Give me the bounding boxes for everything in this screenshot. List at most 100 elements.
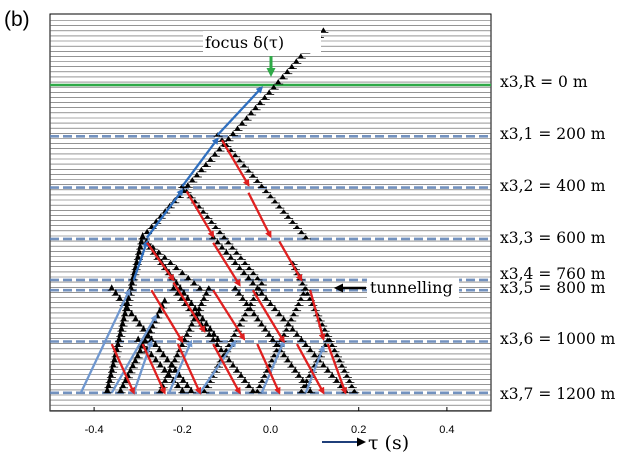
trace-wiggle (288, 317, 295, 321)
x-axis-label: τ (s) (368, 432, 409, 454)
trace-wiggle (136, 247, 143, 255)
trace-wiggle (292, 367, 299, 373)
downgoing-arrow-icon (212, 289, 246, 341)
trace-wiggle (269, 336, 276, 342)
trace-wiggle (189, 177, 196, 183)
downgoing-arrow-icon (251, 289, 285, 344)
upgoing-arrow-icon (132, 239, 149, 281)
trace-wiggle (167, 367, 173, 373)
depth-labels: x3,R = 0 m x3,1 = 200 m x3,2 = 400 m x3,3 =… (500, 73, 616, 403)
trace-wiggle (295, 372, 302, 378)
trace-wiggle (276, 204, 283, 209)
trace-wiggle (161, 297, 168, 303)
trace-wiggle (156, 307, 163, 313)
trace-wiggle (156, 345, 163, 352)
trace-wiggle (348, 383, 355, 388)
tunnelling-label: tunnelling (370, 278, 453, 297)
trace-wiggle (120, 381, 126, 388)
downgoing-arrow-icon (278, 240, 303, 282)
trace-wiggle (234, 367, 240, 373)
trace-wiggle (124, 304, 131, 311)
trace-wiggle (280, 316, 287, 321)
trace-wiggle (193, 172, 200, 177)
trace-wiggle (249, 280, 256, 286)
trace-wiggle (299, 377, 306, 383)
trace-wiggle (245, 306, 251, 311)
trace-wiggle (198, 300, 205, 306)
trace-wiggle (343, 373, 350, 378)
trace-wiggle (271, 199, 278, 203)
trace-wiggle (120, 314, 127, 321)
trace-wiggle (329, 372, 336, 378)
trace-wiggle (239, 317, 246, 321)
trace-wiggle (294, 331, 300, 337)
trace-wiggle (245, 274, 252, 280)
upgoing-arrow-icon (181, 137, 219, 188)
trace-wiggle (249, 387, 256, 393)
trace-wiggle (214, 239, 221, 244)
upgoing-arrow-icon (132, 339, 154, 394)
trace-wiggle (304, 291, 311, 296)
trace-wiggle (306, 373, 313, 378)
trace-wiggle (200, 209, 207, 214)
trace-wiggle (135, 335, 142, 342)
trace-wiggle (188, 386, 195, 393)
trace-wiggle (255, 286, 262, 291)
trace-wiggle (188, 321, 195, 327)
trace-wiggle (104, 385, 111, 393)
trace-wiggle (108, 284, 115, 291)
trace-wiggle (225, 135, 232, 141)
trace-wiggle (212, 224, 219, 229)
trace-wiggle (293, 58, 300, 64)
trace-wiggle (214, 341, 221, 347)
trace-wiggle (236, 322, 243, 327)
trace-wiggle (246, 265, 253, 270)
trace-wiggle (321, 327, 328, 332)
upgoing-arrow-icon (146, 188, 184, 239)
trace-wiggle (263, 188, 270, 193)
trace-wiggle (236, 264, 243, 270)
trace-wiggle (281, 332, 287, 337)
trace-wiggle (167, 259, 174, 265)
trace-wiggle (351, 388, 358, 393)
trace-wiggle (179, 341, 186, 347)
trace-wiggle (133, 257, 140, 265)
trace-wiggle (241, 163, 247, 168)
trace-wiggle (122, 376, 129, 383)
trace-wiggle (208, 219, 215, 224)
trace-wiggle (161, 366, 168, 373)
trace-wiggle (176, 371, 183, 378)
trace-wiggle (268, 358, 275, 362)
trace-wiggle (242, 260, 248, 265)
trace-wiggle (273, 347, 280, 352)
trace-wiggle (199, 315, 206, 321)
trace-wiggle (148, 350, 155, 357)
trace-wiggle (259, 378, 266, 383)
trace-wiggle (258, 321, 265, 327)
trace-wiggle (211, 151, 218, 157)
trace-wiggle (284, 68, 291, 74)
trace-wiggle (160, 350, 167, 357)
downgoing-arrow-icon (141, 343, 166, 395)
trace-wiggle (170, 285, 177, 291)
trace-wiggle (164, 356, 171, 362)
downgoing-arrow-icon (309, 289, 326, 341)
trace-wiggle (136, 320, 143, 327)
depth-label: x3,7 = 1200 m (500, 385, 616, 403)
depth-label: x3,3 = 600 m (500, 229, 606, 247)
trace-wiggle (334, 352, 340, 357)
trace-wiggle (233, 250, 240, 255)
trace-wiggle (236, 158, 243, 162)
trace-wiggle (210, 336, 217, 342)
trace-wiggle (230, 362, 236, 368)
trace-wiggle (171, 357, 178, 362)
trace-wiggle (125, 293, 132, 301)
trace-wiggle (203, 320, 210, 327)
upgoing-arrow-icon (198, 339, 237, 394)
trace-wiggle (219, 137, 225, 142)
trace-wiggle (281, 351, 287, 357)
trace-wiggle (270, 84, 277, 90)
trace-wiggle (162, 377, 169, 383)
trace-wiggle (202, 161, 209, 167)
